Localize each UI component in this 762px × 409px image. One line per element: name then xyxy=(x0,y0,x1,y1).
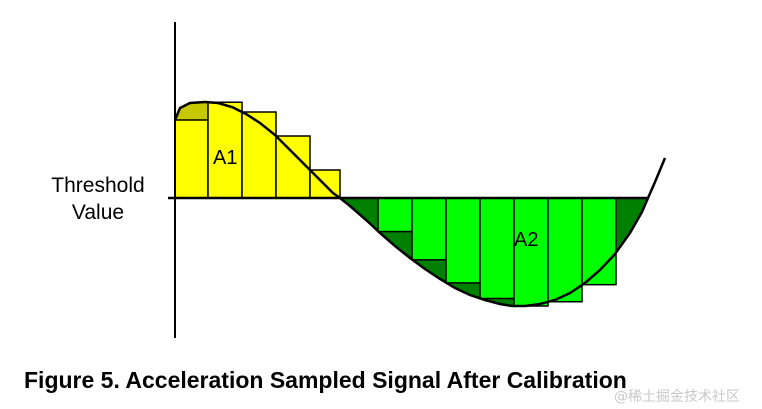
sample-bar xyxy=(479,197,515,300)
sampled-signal-diagram: A1 A2 xyxy=(168,22,667,338)
figure-caption: Figure 5. Acceleration Sampled Signal Af… xyxy=(24,367,627,393)
sample-bar xyxy=(411,197,447,261)
sample-bar xyxy=(547,197,583,303)
sample-bar xyxy=(275,135,311,199)
sample-bar xyxy=(241,111,277,199)
threshold-label-line2: Value xyxy=(71,201,125,224)
watermark: @稀土掘金技术社区 xyxy=(614,389,740,405)
area-a1-label: A1 xyxy=(213,147,237,169)
area-a2-sample-bars xyxy=(377,197,617,307)
sample-bar xyxy=(174,119,209,199)
sample-bar xyxy=(377,197,413,233)
threshold-value-label: Threshold Value xyxy=(28,172,168,226)
area-a2-label: A2 xyxy=(514,229,538,251)
sample-bar xyxy=(513,197,549,307)
signal-curve xyxy=(173,100,667,308)
threshold-label-line1: Threshold xyxy=(51,174,145,197)
sample-bar xyxy=(445,197,481,284)
